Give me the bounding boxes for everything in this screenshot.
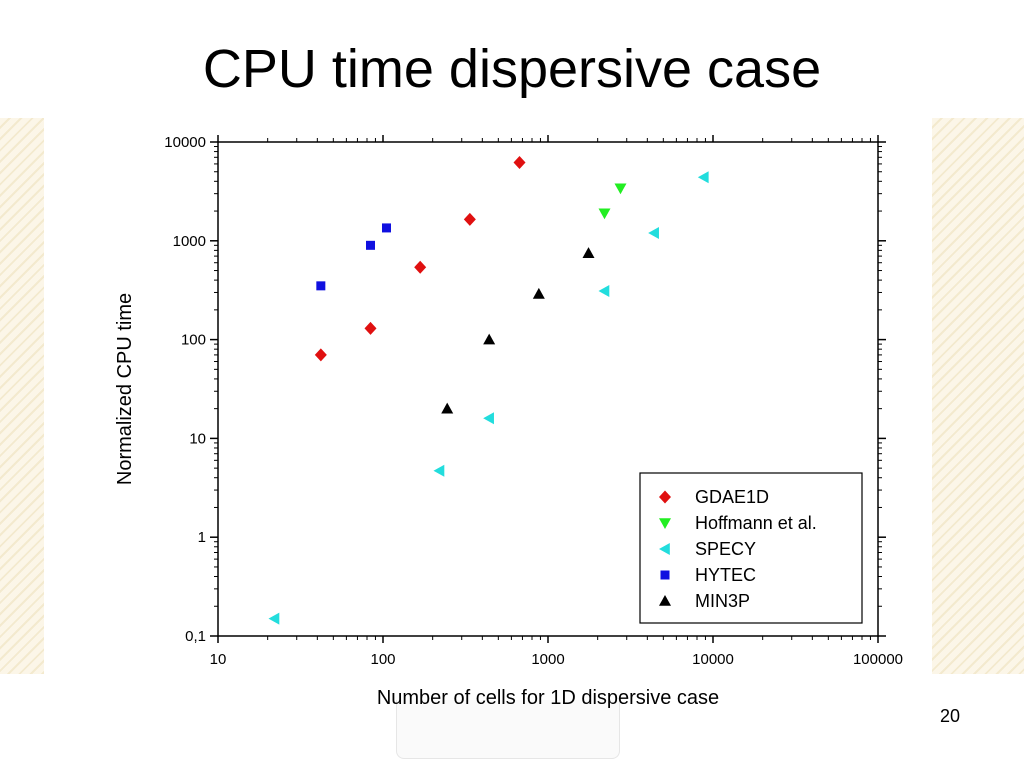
point-hytec xyxy=(316,281,326,291)
legend-label-gdae1d: GDAE1D xyxy=(695,487,769,507)
y-tick-label: 0,1 xyxy=(185,628,206,645)
x-tick-label: 10 xyxy=(210,651,227,668)
background-pattern-left xyxy=(0,118,44,674)
x-axis-title: Number of cells for 1D dispersive case xyxy=(377,687,719,709)
x-tick-label: 1000 xyxy=(531,651,564,668)
point-hoffmann-et-al xyxy=(598,208,611,220)
point-specy xyxy=(483,412,494,425)
point-specy xyxy=(268,612,280,625)
slide-title: CPU time dispersive case xyxy=(202,39,822,99)
point-gdae1d xyxy=(513,156,526,170)
legend-label-hoffmann-et-al: Hoffmann et al. xyxy=(695,513,817,533)
point-specy xyxy=(598,285,610,298)
legend-label-hytec: HYTEC xyxy=(695,565,756,585)
point-specy xyxy=(697,171,709,184)
page-number: 20 xyxy=(939,706,961,726)
legend-label-min3p: MIN3P xyxy=(695,591,750,611)
point-min3p xyxy=(441,402,454,414)
y-tick-label: 10 xyxy=(189,430,206,447)
point-gdae1d xyxy=(314,348,327,362)
point-hytec xyxy=(381,223,391,233)
legend-box xyxy=(639,472,863,624)
point-gdae1d xyxy=(364,321,377,335)
legend-marker-min3p xyxy=(659,595,671,606)
background-pattern-right xyxy=(932,118,1024,674)
legend-marker-specy xyxy=(659,543,670,555)
y-tick-label: 100 xyxy=(181,332,206,349)
point-specy xyxy=(648,226,659,239)
legend-marker-hytec xyxy=(660,570,670,580)
point-min3p xyxy=(532,287,545,299)
y-tick-label: 10000 xyxy=(164,134,206,151)
x-tick-label: 100 xyxy=(370,651,395,668)
point-min3p xyxy=(582,247,595,258)
point-gdae1d xyxy=(414,260,427,274)
y-tick-label: 1000 xyxy=(173,233,206,250)
y-tick-label: 1 xyxy=(198,529,206,546)
point-specy xyxy=(433,464,445,477)
x-tick-label: 10000 xyxy=(692,651,734,668)
point-gdae1d xyxy=(463,212,476,226)
point-min3p xyxy=(483,333,496,345)
legend-marker-hoffmann-et-al xyxy=(659,518,671,529)
legend-label-specy: SPECY xyxy=(695,539,756,559)
y-axis-title: Normalized CPU time xyxy=(114,293,136,485)
x-tick-label: 100000 xyxy=(853,651,903,668)
point-hoffmann-et-al xyxy=(614,183,627,195)
point-hytec xyxy=(366,240,376,250)
scatter-chart: 10 100 1000 10000 100000 0,1 1 10 100 1000 10000 Nu… xyxy=(114,134,903,709)
background-logo-watermark xyxy=(396,700,620,759)
legend-marker-gdae1d xyxy=(659,490,671,504)
